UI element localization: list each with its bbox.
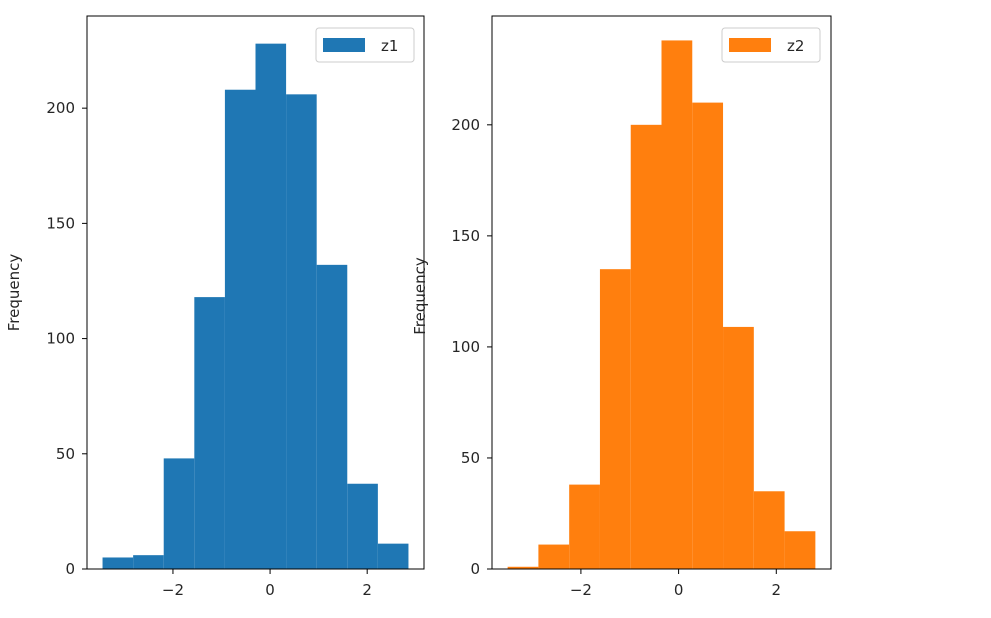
x-tick-label: 2 xyxy=(362,581,372,599)
y-tick-label: 150 xyxy=(451,227,480,245)
histogram-bar-z2-9 xyxy=(784,531,816,569)
legend-label-z1: z1 xyxy=(381,37,398,55)
histogram-bar-z2-1 xyxy=(538,544,570,569)
x-axis-ticks-z2: −2 0 2 xyxy=(570,569,781,599)
histogram-bar-z2-6 xyxy=(692,102,724,570)
y-axis-ticks-z1: 0 50 100 150 200 xyxy=(46,99,87,578)
histogram-bar-z2-5 xyxy=(661,40,693,570)
y-tick-label: 200 xyxy=(46,99,75,117)
histogram-panel-z1: 0 50 100 150 200 −2 0 2 Frequency z1 xyxy=(5,15,425,599)
y-axis-label-z2: Frequency xyxy=(411,257,429,335)
histogram-bar-z1-0 xyxy=(102,557,134,569)
histogram-bar-z2-4 xyxy=(630,124,662,569)
legend-swatch-z1 xyxy=(323,38,365,52)
histogram-bar-z2-3 xyxy=(599,269,631,569)
histogram-bar-z1-6 xyxy=(286,94,317,569)
x-tick-label: −2 xyxy=(162,581,184,599)
bars-z1 xyxy=(102,43,409,569)
x-tick-label: 0 xyxy=(674,581,684,599)
y-tick-label: 100 xyxy=(46,330,75,348)
x-tick-label: 0 xyxy=(265,581,275,599)
axes-frame-z2 xyxy=(491,15,832,570)
histogram-bar-z1-1 xyxy=(133,555,164,569)
legend-swatch-z2 xyxy=(729,38,771,52)
histogram-bar-z1-8 xyxy=(347,483,378,569)
x-tick-label: −2 xyxy=(570,581,592,599)
y-axis-label-z1: Frequency xyxy=(5,254,23,332)
y-axis-ticks-z2: 0 50 100 150 200 xyxy=(451,116,492,578)
y-tick-label: 0 xyxy=(470,560,480,578)
legend-label-z2: z2 xyxy=(787,37,804,55)
y-tick-label: 200 xyxy=(451,116,480,134)
histogram-bar-z2-0 xyxy=(507,566,539,569)
histogram-bar-z1-7 xyxy=(316,264,348,569)
y-tick-label: 50 xyxy=(56,445,75,463)
y-tick-label: 150 xyxy=(46,214,75,232)
histogram-bar-z1-9 xyxy=(377,543,409,569)
histogram-bar-z2-7 xyxy=(723,326,754,569)
histogram-panel-z2: 0 50 100 150 200 −2 0 2 Frequency z2 xyxy=(411,15,832,599)
histogram-bar-z1-2 xyxy=(163,458,195,569)
legend-z2: z2 xyxy=(721,27,821,63)
y-tick-label: 50 xyxy=(461,449,480,467)
legend-z1: z1 xyxy=(315,27,415,63)
x-tick-label: 2 xyxy=(772,581,782,599)
histogram-bar-z2-2 xyxy=(569,484,600,569)
axes-frame-z1 xyxy=(86,15,425,570)
y-tick-label: 100 xyxy=(451,338,480,356)
histogram-bar-z1-3 xyxy=(194,297,225,569)
histogram-bar-z2-8 xyxy=(753,491,785,569)
bars-z2 xyxy=(507,40,816,570)
x-axis-ticks-z1: −2 0 2 xyxy=(162,569,372,599)
histogram-bar-z1-5 xyxy=(255,43,287,569)
y-tick-label: 0 xyxy=(65,560,75,578)
histogram-bar-z1-4 xyxy=(224,89,256,569)
